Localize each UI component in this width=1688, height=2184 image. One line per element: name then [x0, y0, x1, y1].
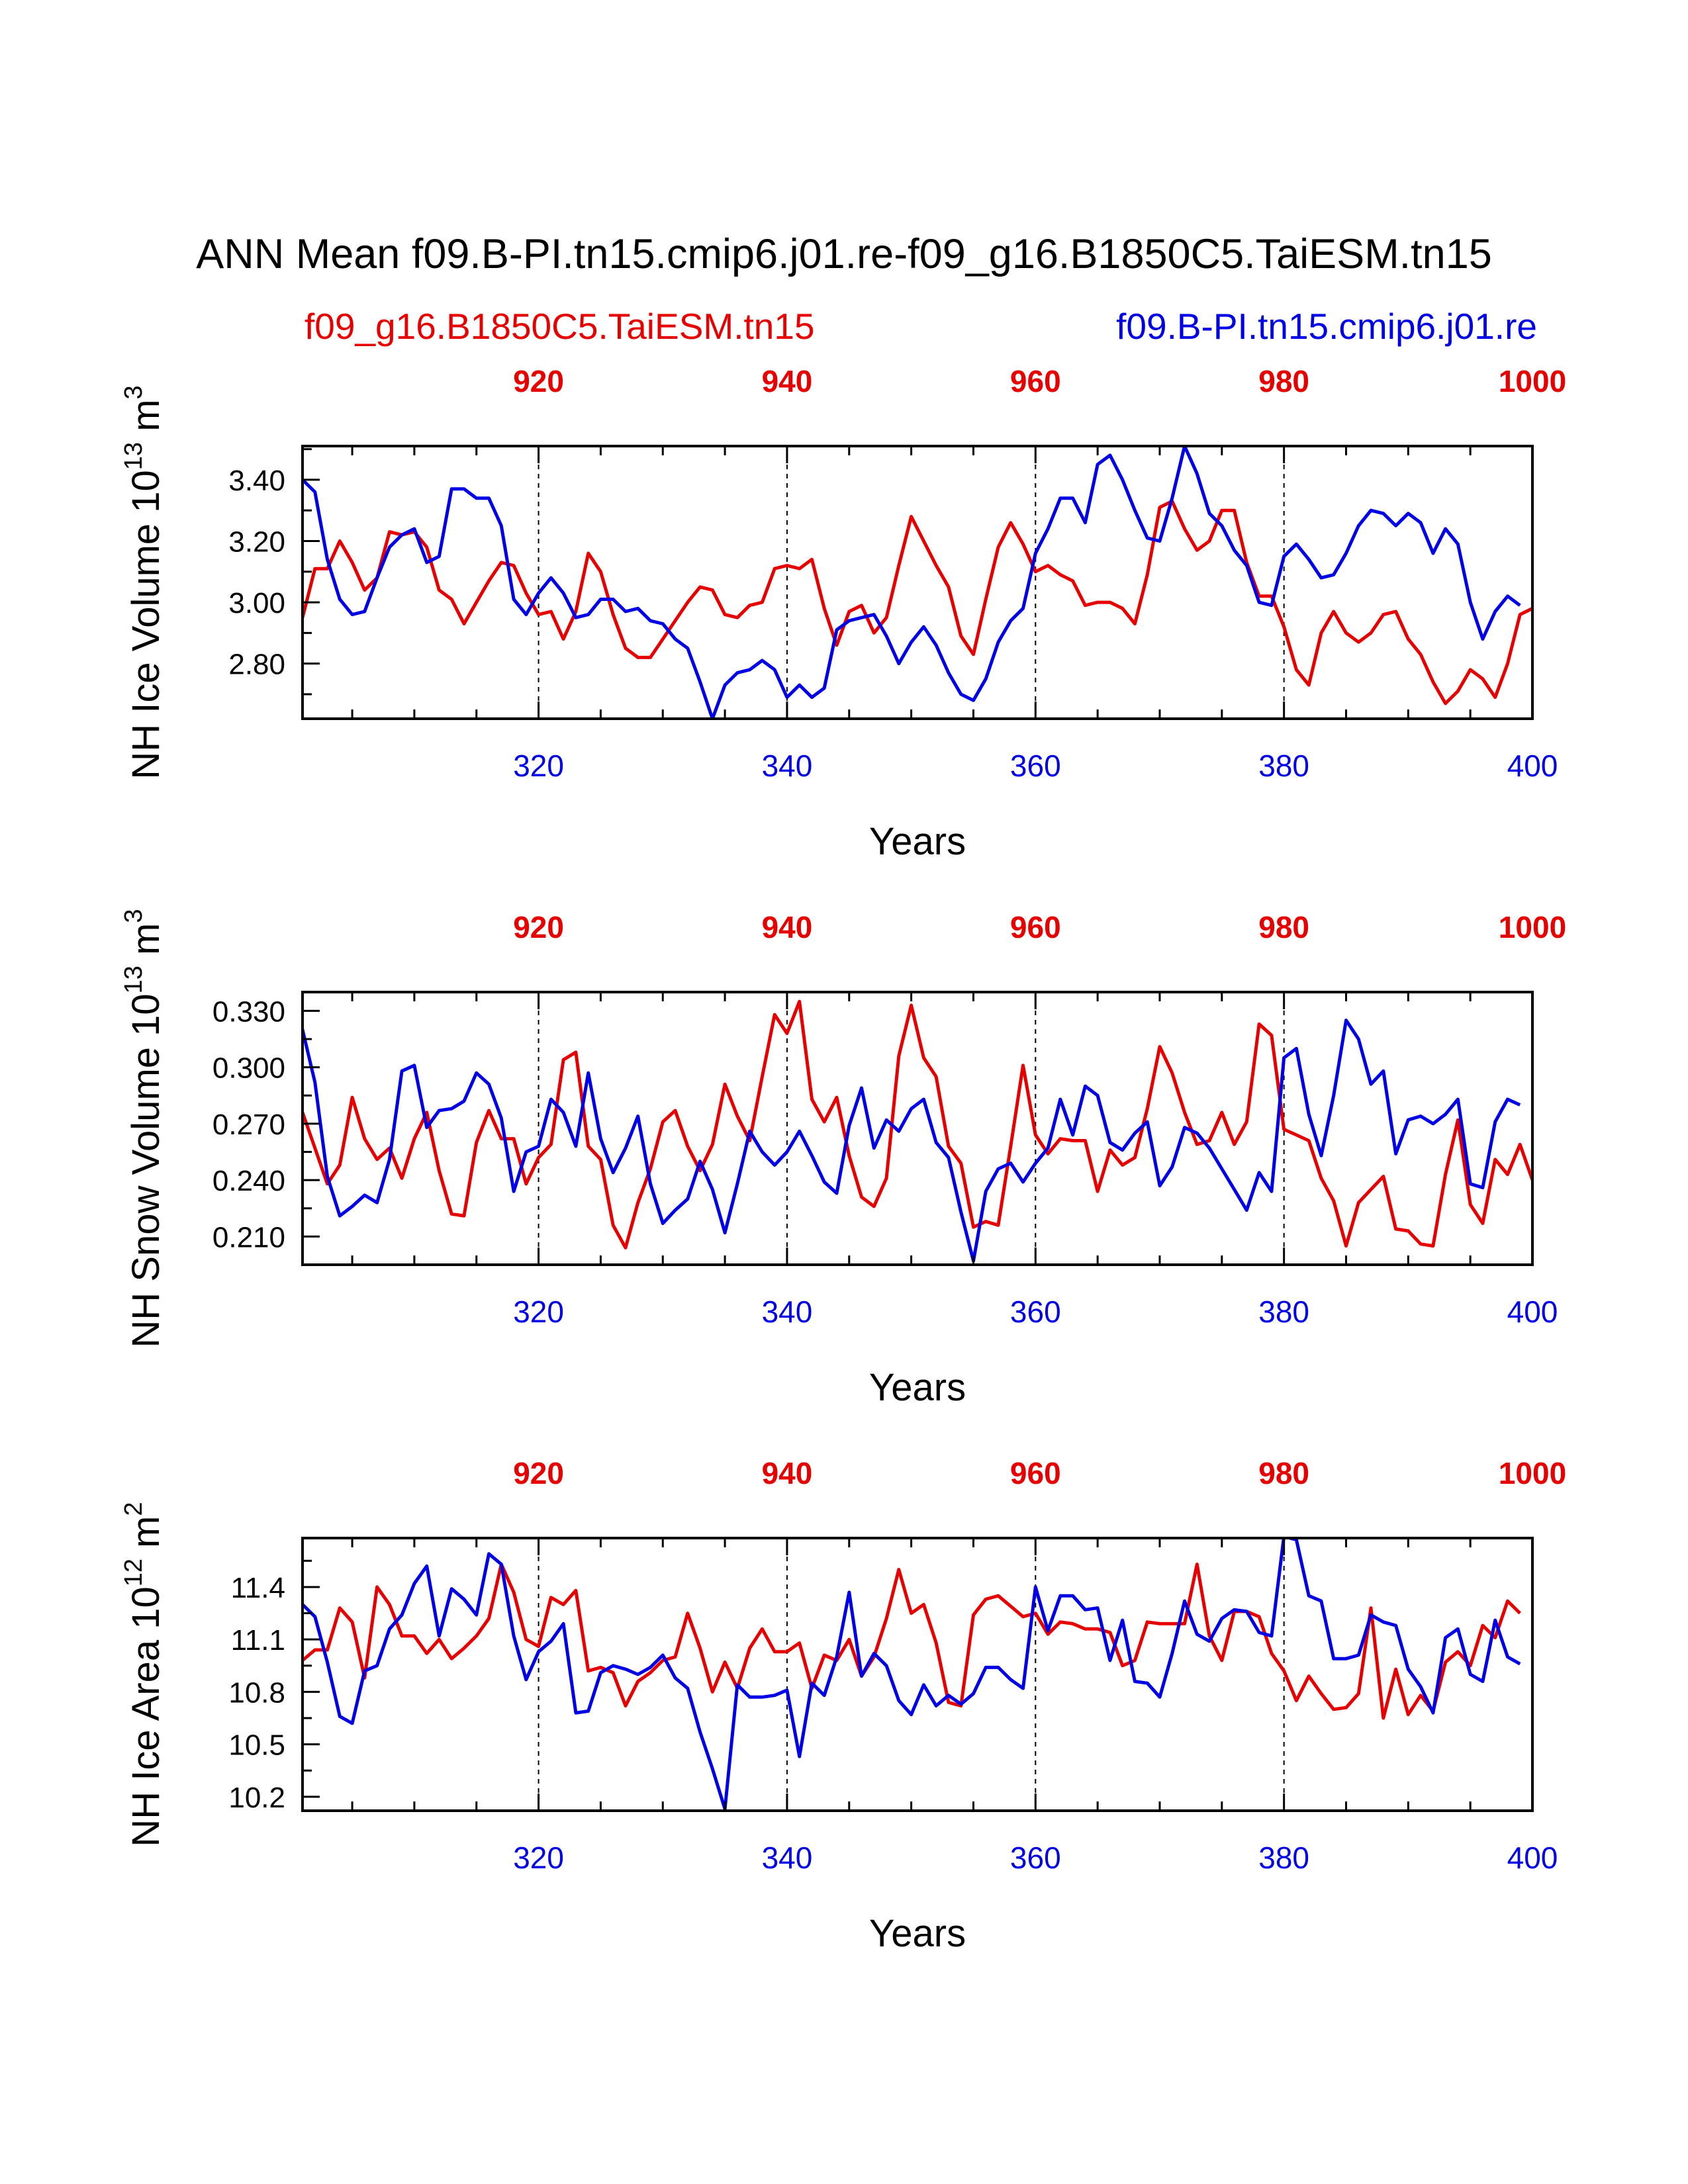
y-tick-label: 0.270	[212, 1109, 285, 1141]
y-tick-label: 10.2	[228, 1782, 285, 1814]
series-line-red	[303, 999, 1532, 1250]
x-tick-label-top: 920	[513, 1456, 564, 1490]
chart-panel-1: 320 340 360 380 400 920 940 960 980 1000 2.80 3.00 3…	[120, 364, 1566, 863]
plot-frame	[301, 1537, 1534, 1812]
y-tick-label: 0.210	[212, 1221, 285, 1253]
y-tick-label: 10.8	[228, 1676, 285, 1709]
y-axis-label: NH Ice Volume 1013 m3	[120, 385, 167, 779]
y-tick-label: 0.300	[212, 1052, 285, 1085]
x-tick-label-top: 940	[762, 364, 813, 398]
x-tick-label-top: 980	[1258, 364, 1309, 398]
x-tick-label-bottom: 380	[1258, 1841, 1309, 1875]
chart-panel-3: 320 340 360 380 400 920 940 960 980 1000 10.2 10.5 1…	[120, 1456, 1566, 1955]
series-line-red	[303, 1563, 1521, 1720]
x-tick-label-top: 940	[762, 1456, 813, 1490]
series-line-blue	[303, 446, 1521, 719]
y-tick-label: 0.240	[212, 1165, 285, 1197]
x-tick-label-top: 1000	[1499, 910, 1566, 944]
plot-frame	[301, 445, 1534, 720]
x-tick-label-bottom: 340	[762, 749, 813, 783]
x-tick-label-bottom: 320	[513, 1841, 564, 1875]
y-tick-label: 11.4	[231, 1572, 285, 1604]
x-tick-label-bottom: 340	[762, 1295, 813, 1329]
x-tick-label-bottom: 360	[1010, 1295, 1061, 1329]
x-tick-label-top: 920	[513, 364, 564, 398]
x-tick-label-bottom: 400	[1507, 749, 1558, 783]
series-line-red	[303, 499, 1532, 705]
y-tick-label: 3.20	[228, 526, 285, 559]
y-tick-label: 3.40	[228, 465, 285, 497]
x-tick-label-top: 980	[1258, 910, 1309, 944]
x-axis-label: Years	[869, 1912, 966, 1955]
x-axis-label: Years	[869, 820, 966, 863]
y-axis-label: NH Snow Volume 1013 m3	[120, 909, 167, 1347]
y-tick-label: 11.1	[231, 1624, 285, 1657]
series-line-blue	[303, 1019, 1521, 1263]
x-tick-label-bottom: 320	[513, 749, 564, 783]
x-axis-label: Years	[869, 1366, 966, 1409]
x-tick-label-top: 960	[1010, 910, 1061, 944]
x-tick-label-bottom: 400	[1507, 1295, 1558, 1329]
x-tick-label-bottom: 380	[1258, 1295, 1309, 1329]
y-tick-label: 3.00	[228, 587, 285, 619]
series-line-blue	[303, 1538, 1521, 1811]
legend-red-label: f09_g16.B1850C5.TaiESM.tn15	[305, 306, 815, 347]
y-tick-label: 10.5	[228, 1729, 285, 1762]
figure-title: ANN Mean f09.B-PI.tn15.cmip6.j01.re-f09_…	[196, 231, 1492, 277]
y-tick-label: 2.80	[228, 649, 285, 681]
x-tick-label-top: 1000	[1499, 364, 1566, 398]
plot-frame	[301, 991, 1534, 1266]
x-tick-label-bottom: 320	[513, 1295, 564, 1329]
x-tick-label-top: 1000	[1499, 1456, 1566, 1490]
x-tick-label-bottom: 360	[1010, 749, 1061, 783]
chart-panel-2: 320 340 360 380 400 920 940 960 980 1000 0.210 0.24…	[120, 909, 1566, 1409]
y-tick-label: 0.330	[212, 995, 285, 1028]
x-tick-label-top: 980	[1258, 1456, 1309, 1490]
x-tick-label-bottom: 380	[1258, 749, 1309, 783]
x-tick-label-top: 960	[1010, 1456, 1061, 1490]
x-tick-label-top: 920	[513, 910, 564, 944]
x-tick-label-top: 960	[1010, 364, 1061, 398]
x-tick-label-bottom: 360	[1010, 1841, 1061, 1875]
x-tick-label-bottom: 340	[762, 1841, 813, 1875]
legend-blue-label: f09.B-PI.tn15.cmip6.j01.re	[1116, 306, 1537, 347]
y-axis-label: NH Ice Area 1012 m2	[120, 1502, 167, 1846]
x-tick-label-top: 940	[762, 910, 813, 944]
x-tick-label-bottom: 400	[1507, 1841, 1558, 1875]
